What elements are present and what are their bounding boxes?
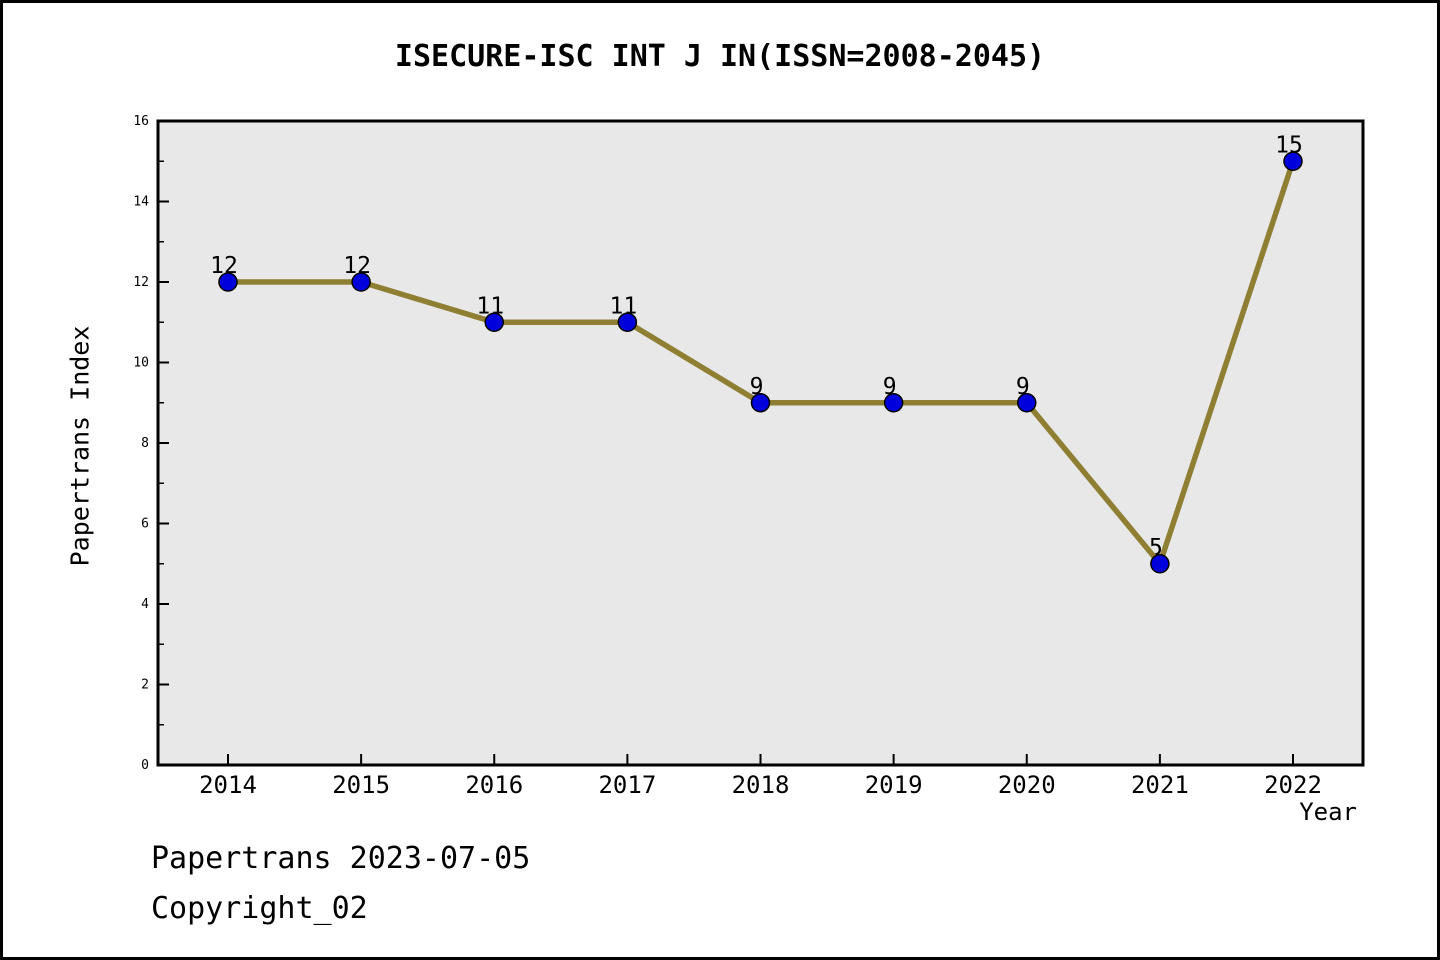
- footer-copyright: Copyright_02: [151, 891, 368, 926]
- y-tick-label: 6: [141, 517, 149, 532]
- y-tick-label: 12: [133, 275, 149, 290]
- data-point-marker: [351, 272, 371, 292]
- y-tick-label: 0: [141, 758, 149, 773]
- data-point-marker: [484, 312, 504, 332]
- plot-background: [158, 121, 1363, 765]
- x-tick-label: 2018: [732, 771, 790, 799]
- data-point-marker: [1150, 554, 1170, 574]
- x-tick-label: 2021: [1131, 771, 1189, 799]
- data-point-marker: [617, 312, 638, 332]
- x-tick-label: 2014: [199, 771, 257, 799]
- x-tick-label: 2022: [1264, 771, 1322, 799]
- plot-area: 0 2 4 6 8 10 12 14 16 2014 2015 2016 2017 2018 2019 202…: [133, 114, 1365, 799]
- data-point-marker: [1017, 393, 1037, 413]
- data-point-marker: [218, 272, 238, 292]
- y-axis-title: Papertrans Index: [65, 325, 95, 567]
- x-tick-label: 2020: [998, 771, 1056, 799]
- y-tick-label: 10: [133, 356, 149, 371]
- y-tick-label: 2: [141, 678, 149, 693]
- y-tick-label: 4: [141, 597, 149, 612]
- x-tick-label: 2015: [332, 771, 390, 799]
- footer-source-date: Papertrans 2023-07-05: [151, 841, 531, 876]
- x-tick-label: 2016: [465, 771, 523, 799]
- y-tick-label: 14: [133, 195, 149, 210]
- data-point-marker: [1283, 151, 1303, 171]
- y-tick-label: 8: [141, 436, 149, 451]
- data-point-marker: [883, 393, 904, 413]
- chart-title: ISECURE-ISC INT J IN(ISSN=2008-2045): [394, 39, 1046, 74]
- x-tick-label: 2017: [598, 771, 656, 799]
- x-axis-title: Year: [1299, 798, 1357, 826]
- x-tick-label: 2019: [865, 771, 923, 799]
- data-point-marker: [750, 393, 771, 413]
- plot-frame: [156, 119, 1365, 767]
- y-tick-label: 16: [133, 114, 149, 129]
